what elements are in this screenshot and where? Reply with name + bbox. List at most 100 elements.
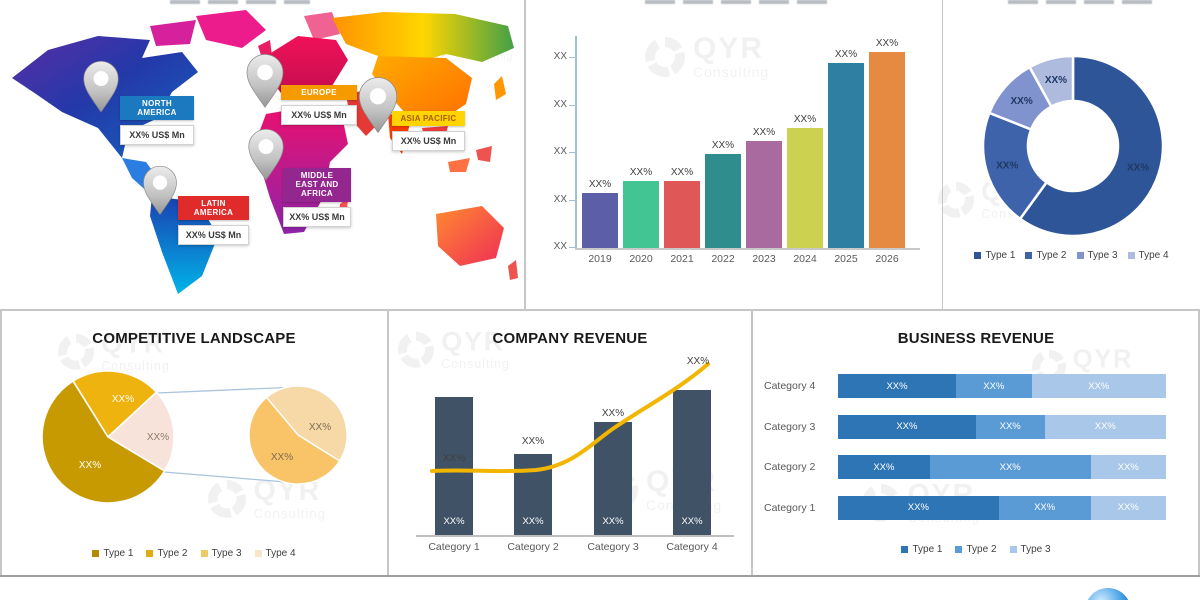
- bar-2021: [664, 180, 700, 248]
- bar-value-label: XX%: [875, 38, 899, 49]
- y-tick-label: XX: [553, 51, 567, 62]
- bar-value-label: XX%: [588, 179, 612, 191]
- map-scandinavia: [304, 12, 340, 40]
- category-label: Category 2: [507, 541, 559, 553]
- bar-value-label: XX%: [602, 515, 624, 527]
- bar-value-label: XX%: [752, 126, 776, 138]
- stacked-category-labels: Category 4 Category 3 Category 2 Category 1: [764, 374, 834, 520]
- bar-value-label: XX%: [522, 515, 544, 527]
- region-name: MIDDLE EAST AND AFRICA: [283, 168, 351, 202]
- year-label: 2023: [752, 253, 776, 265]
- segment-type-3: XX%: [1090, 495, 1166, 520]
- business-legend: Type 1 Type 2 Type 3: [752, 544, 1200, 555]
- stacked-category-label: Category 3: [764, 420, 816, 433]
- cropped-title-middle: [645, 0, 830, 4]
- bar-value-label: XX%: [443, 516, 465, 527]
- region-value: XX% US$ Mn: [283, 206, 351, 227]
- map-new-zealand: [508, 260, 518, 280]
- legend-item: Type 1: [92, 548, 133, 559]
- segment-type-1: XX%: [838, 495, 999, 520]
- panel-title: COMPANY REVENUE: [492, 330, 648, 347]
- bar-column-2019: XX%: [582, 38, 618, 248]
- bar-value-label: XX%: [793, 114, 817, 126]
- stacked-bar-category-1: XX% XX% XX%: [838, 495, 1166, 520]
- legend-item: Type 1: [901, 544, 942, 555]
- secondary-pie-slice: [248, 396, 341, 485]
- bar-value-label: XX%: [711, 139, 735, 151]
- competitive-legend: Type 1 Type 2 Type 3 Type 4: [0, 548, 388, 559]
- legend-marker: [974, 252, 982, 259]
- segment-type-2: XX%: [956, 374, 1032, 398]
- main-pie-slice: [71, 370, 158, 439]
- y-tick-mark: [569, 57, 575, 58]
- y-tick-mark: [569, 104, 575, 106]
- year-label: 2022: [711, 253, 735, 265]
- segment-type-3: XX%: [1031, 374, 1166, 398]
- category-label: Category 3: [587, 541, 639, 553]
- segment-type-3: XX%: [1044, 414, 1166, 439]
- bar-2023: [746, 140, 782, 248]
- region-label-north-america: NORTH AMERICA XX% US$ Mn: [120, 96, 194, 146]
- year-label: 2020: [629, 253, 653, 265]
- y-tick-label: XX: [553, 146, 567, 157]
- legend-item: Type 2: [955, 544, 997, 555]
- divider: [524, 0, 526, 310]
- map-china: [372, 56, 472, 124]
- region-value: XX% US$ Mn: [392, 131, 465, 152]
- year-label: 2026: [875, 253, 899, 265]
- year-axis-labels: 2019 2020 2021 2022 2023 2024 2025 2026: [582, 253, 912, 265]
- map-europe: [266, 36, 348, 100]
- segment-type-2: XX%: [929, 455, 1091, 479]
- line-point-label: XX%: [442, 453, 466, 464]
- bar-column-2025: XX%: [828, 38, 864, 248]
- stacked-category-label: Category 4: [764, 380, 816, 392]
- x-axis-line: [416, 535, 734, 537]
- segment-type-2: XX%: [998, 495, 1091, 520]
- location-pin-icon: [246, 53, 284, 108]
- map-russia: [332, 12, 514, 64]
- main-pie-slice: [106, 391, 175, 473]
- map-australia: [436, 206, 504, 266]
- region-name: LATIN AMERICA: [178, 196, 249, 221]
- legend-item: Type 3: [1009, 544, 1051, 555]
- y-tick-label: XX: [553, 98, 567, 110]
- pie-connector-line: [163, 471, 299, 484]
- bar-column-2021: XX%: [664, 38, 700, 248]
- panel-competitive-landscape: COMPETITIVE LANDSCAPE XX% XX% XX% XX% XX% Ty…: [0, 312, 388, 575]
- line-point-label: XX%: [601, 408, 625, 419]
- region-label-middle-east-africa: MIDDLE EAST AND AFRICA XX% US$ Mn: [283, 168, 351, 227]
- segment-type-2: XX%: [975, 414, 1045, 439]
- x-axis-line: [575, 248, 920, 250]
- bar-column-2022: XX%: [705, 38, 741, 248]
- donut-slice-type-1: [1018, 54, 1165, 238]
- legend-marker: [1009, 546, 1017, 553]
- bar-2022: [705, 153, 741, 248]
- donut-slice-label: XX%: [996, 161, 1018, 172]
- donut-slice-type-4: [1027, 54, 1075, 109]
- segment-type-3: XX%: [1090, 455, 1166, 479]
- year-label: 2024: [793, 253, 817, 265]
- region-name: EUROPE: [281, 85, 357, 101]
- bar-2019: [582, 193, 618, 248]
- line-point-label: XX%: [686, 356, 710, 367]
- divider: [941, 0, 943, 310]
- region-label-latin-america: LATIN AMERICA XX% US$ Mn: [178, 196, 249, 246]
- line-point-label: XX%: [521, 436, 545, 447]
- y-tick-mark: [569, 152, 575, 153]
- year-label: 2019: [588, 253, 612, 265]
- category-label: Category 1: [428, 541, 480, 553]
- region-label-asia-pacific: ASIA PACIFIC XX% US$ Mn: [392, 111, 465, 152]
- globe-logo-icon: [1085, 588, 1131, 600]
- bar-column-2023: XX%: [746, 38, 782, 248]
- donut-chart: XX% XX% XX% XX%: [981, 54, 1165, 238]
- stacked-bar-category-2: XX% XX% XX%: [838, 455, 1166, 479]
- revenue-bar-3: XX%: [594, 421, 632, 535]
- bar-column-2020: XX%: [623, 38, 659, 248]
- legend-marker: [1127, 252, 1135, 259]
- map-greenland: [196, 10, 266, 48]
- bar-column-2026: XX%: [869, 38, 905, 248]
- region-value: XX% US$ Mn: [281, 105, 357, 126]
- divider: [1198, 311, 1200, 577]
- revenue-bar-1: XX%: [435, 397, 473, 535]
